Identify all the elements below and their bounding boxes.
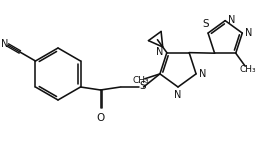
Text: N: N [199, 69, 206, 79]
Text: S: S [139, 81, 146, 91]
Text: S: S [203, 19, 209, 29]
Text: CH₃: CH₃ [239, 65, 256, 74]
Text: N: N [245, 28, 253, 38]
Text: CH₃: CH₃ [133, 76, 149, 84]
Text: N: N [174, 90, 182, 100]
Text: O: O [96, 113, 105, 123]
Text: N: N [1, 39, 9, 48]
Text: N: N [156, 47, 164, 57]
Text: N: N [228, 15, 236, 25]
